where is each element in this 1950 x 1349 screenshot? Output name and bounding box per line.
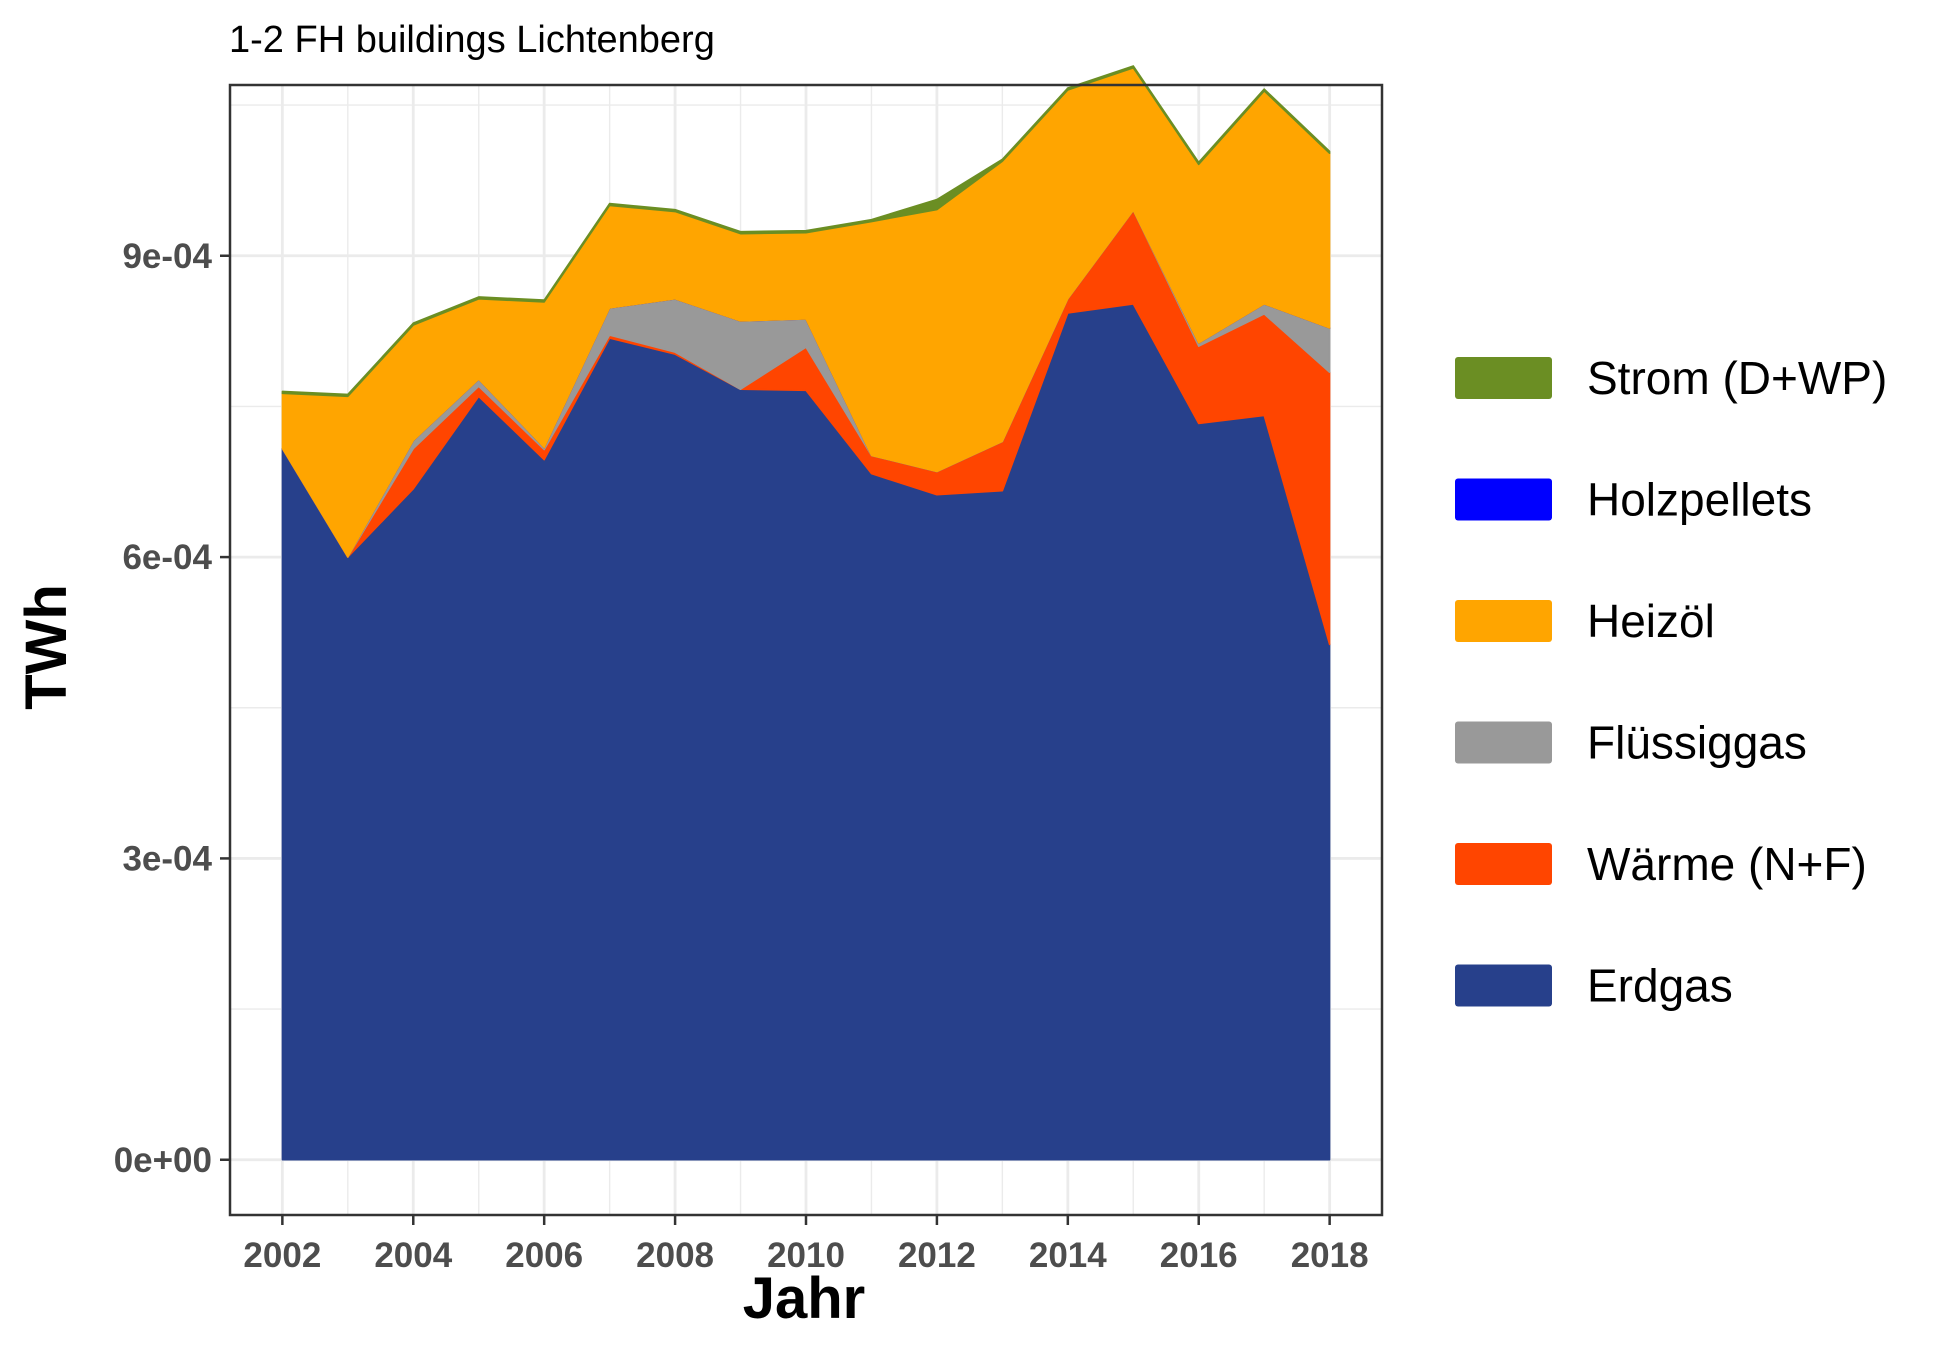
y-axis-title: TWh <box>14 584 79 710</box>
x-axis-title: Jahr <box>743 1266 866 1331</box>
legend-label-w-rme-n-f: Wärme (N+F) <box>1587 838 1867 890</box>
legend-swatch-strom-d-wp <box>1455 357 1552 399</box>
y-axis: 0e+00 3e-04 6e-04 9e-04 <box>114 237 230 1180</box>
y-tick-label: 6e-04 <box>122 538 212 577</box>
legend-swatch-w-rme-n-f <box>1455 843 1552 885</box>
x-tick-label: 2014 <box>1029 1236 1107 1275</box>
x-tick-label: 2018 <box>1291 1236 1369 1275</box>
y-tick-label: 3e-04 <box>122 839 212 878</box>
legend-label-strom-d-wp: Strom (D+WP) <box>1587 352 1887 404</box>
legend: Strom (D+WP) Holzpellets Heizöl Flüssiggas W… <box>1455 352 1887 1012</box>
x-tick-label: 2002 <box>243 1236 321 1275</box>
x-tick-label: 2010 <box>767 1236 845 1275</box>
series-areas <box>281 65 1331 1161</box>
legend-label-holzpellets: Holzpellets <box>1587 474 1812 526</box>
area-strom-d-wp <box>281 65 1331 398</box>
legend-label-heiz-l: Heizöl <box>1587 595 1715 647</box>
x-tick-label: 2012 <box>898 1236 976 1275</box>
x-tick-label: 2006 <box>505 1236 583 1275</box>
x-tick-label: 2004 <box>374 1236 452 1275</box>
legend-swatch-heiz-l <box>1455 600 1552 642</box>
legend-swatch-erdgas <box>1455 964 1552 1007</box>
legend-swatch-holzpellets <box>1455 478 1552 521</box>
legend-label-fl-ssiggas: Flüssiggas <box>1587 717 1807 769</box>
legend-label-erdgas: Erdgas <box>1587 960 1733 1012</box>
x-tick-label: 2016 <box>1160 1236 1238 1275</box>
y-tick-label: 9e-04 <box>122 237 212 276</box>
y-tick-label: 0e+00 <box>114 1141 212 1180</box>
chart-title: 1-2 FH buildings Lichtenberg <box>229 19 715 61</box>
x-tick-label: 2008 <box>636 1236 714 1275</box>
x-axis: 2002 2004 2006 2008 2010 2012 2014 2016 2018 <box>243 1215 1369 1275</box>
legend-swatch-fl-ssiggas <box>1455 721 1552 764</box>
